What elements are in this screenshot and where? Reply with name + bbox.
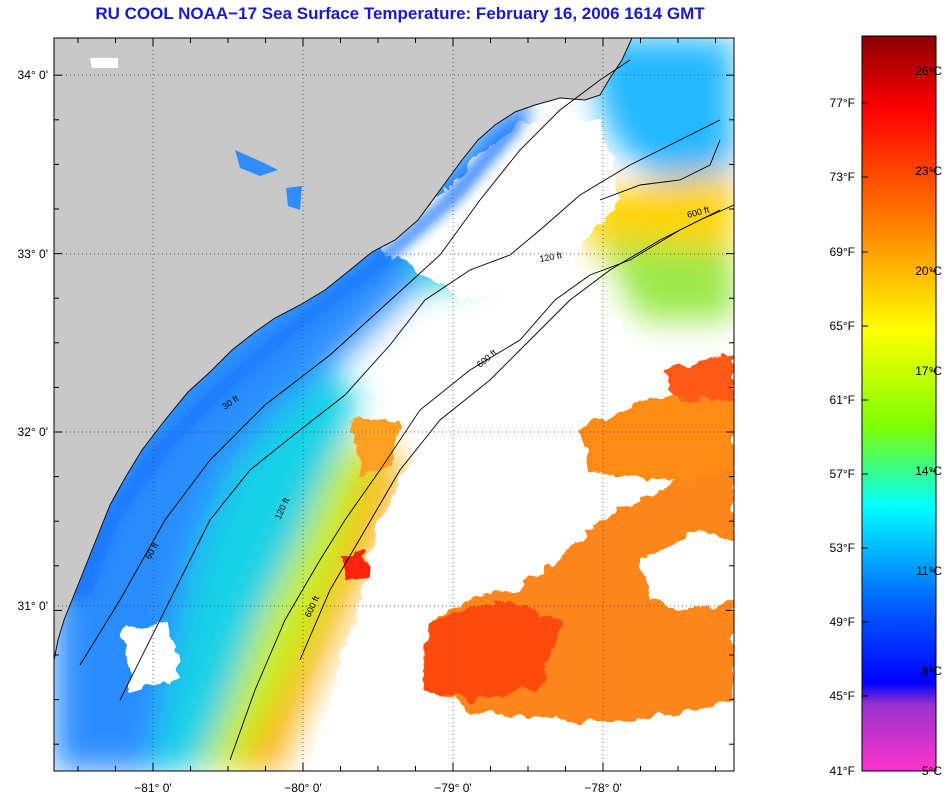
axis-ticks: [54, 38, 734, 771]
lon-label-80: −80° 0': [284, 781, 321, 795]
map-area: 30 ft 60 ft 120 ft 120 ft 600 ft 600 ft …: [54, 38, 734, 771]
colorbar: [861, 35, 937, 772]
inland-water-fragments: [90, 58, 302, 210]
lat-label-31: 31° 0': [18, 599, 48, 613]
lat-label-33: 33° 0': [18, 247, 48, 261]
longitude-labels: −81° 0' −80° 0' −79° 0' −78° 0': [134, 781, 621, 795]
cb-f-77: 77°F: [830, 96, 855, 110]
graticule: [54, 38, 734, 771]
latitude-labels: 34° 0' 33° 0' 32° 0' 31° 0': [18, 68, 48, 613]
land-mass: [54, 38, 632, 660]
map-frame: [53, 37, 735, 772]
lat-label-32: 32° 0': [18, 425, 48, 439]
lon-label-79: −79° 0': [434, 781, 471, 795]
cb-c-11: 11°C: [916, 564, 942, 578]
cb-c-5: 5°C: [922, 764, 942, 778]
svg-text:120 ft: 120 ft: [539, 250, 563, 264]
cb-f-65: 65°F: [830, 319, 855, 333]
cb-c-26: 26°C: [915, 64, 942, 78]
cb-c-20: 20°C: [915, 264, 942, 278]
lat-label-34: 34° 0': [18, 68, 48, 82]
cb-c-23: 23°C: [915, 164, 942, 178]
cb-f-53: 53°F: [830, 541, 855, 555]
bathymetry-contours: [79, 59, 734, 761]
cb-f-41: 41°F: [830, 764, 855, 778]
cb-f-73: 73°F: [830, 170, 855, 184]
cb-c-14: 14°C: [915, 464, 942, 478]
colorbar-ticks: [862, 70, 936, 772]
lon-label-78: −78° 0': [584, 781, 621, 795]
cb-f-61: 61°F: [830, 393, 855, 407]
colorbar-fahrenheit-labels: 77°F 73°F 69°F 65°F 61°F 57°F 53°F 49°F …: [830, 96, 855, 778]
cb-f-45: 45°F: [830, 689, 855, 703]
coastline: [54, 38, 633, 661]
cb-c-17: 17°C: [915, 364, 942, 378]
cb-c-8: 8°C: [922, 664, 942, 678]
cb-f-57: 57°F: [830, 467, 855, 481]
colorbar-celsius-labels: 26°C 23°C 20°C 17°C 14°C 11°C 8°C 5°C: [915, 64, 942, 778]
map-title: RU COOL NOAA−17 Sea Surface Temperature:…: [95, 4, 705, 23]
lon-label-81: −81° 0': [134, 781, 171, 795]
cb-f-49: 49°F: [830, 615, 855, 629]
cb-f-69: 69°F: [830, 245, 855, 259]
cloud-cover: [120, 120, 734, 771]
